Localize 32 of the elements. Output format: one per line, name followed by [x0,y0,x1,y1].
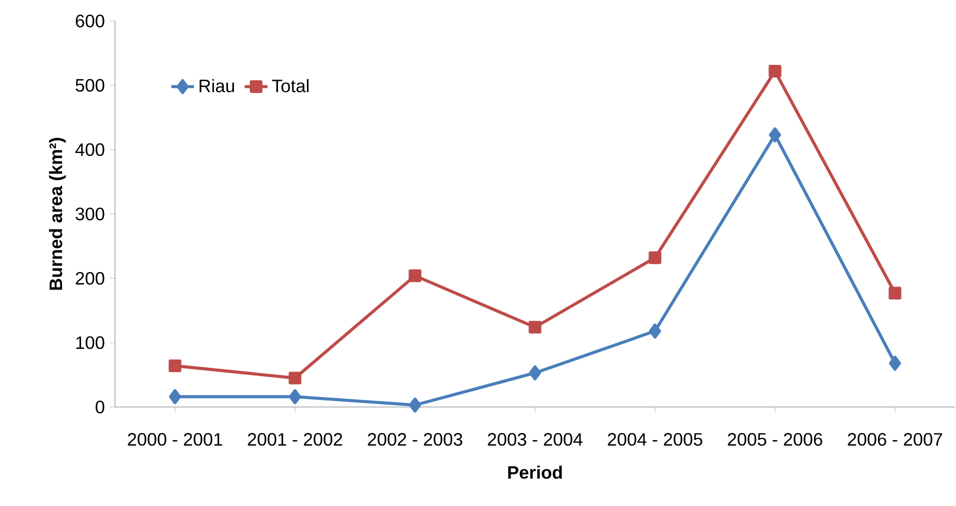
point [768,64,782,78]
point [528,365,542,380]
point [168,359,182,372]
y-tick-label: 400 [75,143,104,156]
x-tick-label: 2002 - 2003 [368,433,462,446]
point [648,324,662,339]
x-tick-label: 2001 - 2002 [248,433,342,446]
point [888,356,902,371]
y-axis-title: Burned area (km²) [48,138,66,290]
y-tick-label: 500 [76,78,104,92]
point [168,389,182,404]
point [528,320,542,334]
point [408,269,422,282]
x-axis-title: Period [508,466,562,479]
y-tick-label: 600 [76,14,104,28]
x-tick-label: 2006 - 2007 [848,433,942,446]
y-tick-label: 0 [96,400,104,414]
point [768,127,782,142]
y-tick-label: 100 [76,336,104,350]
x-tick-label: 2003 - 2004 [488,433,582,446]
x-tick-label: 2000 - 2001 [128,433,222,446]
legend-label: Total [272,79,309,92]
point [648,251,662,264]
y-tick-label: 300 [76,208,104,220]
point [888,286,902,300]
point [288,389,302,404]
legend-label: Riau [200,79,234,92]
point [408,398,422,413]
x-tick-label: 2004 - 2005 [608,433,702,446]
point [288,372,302,384]
y-tick-label: 200 [76,272,104,285]
x-tick-label: 2005 - 2006 [728,433,822,446]
